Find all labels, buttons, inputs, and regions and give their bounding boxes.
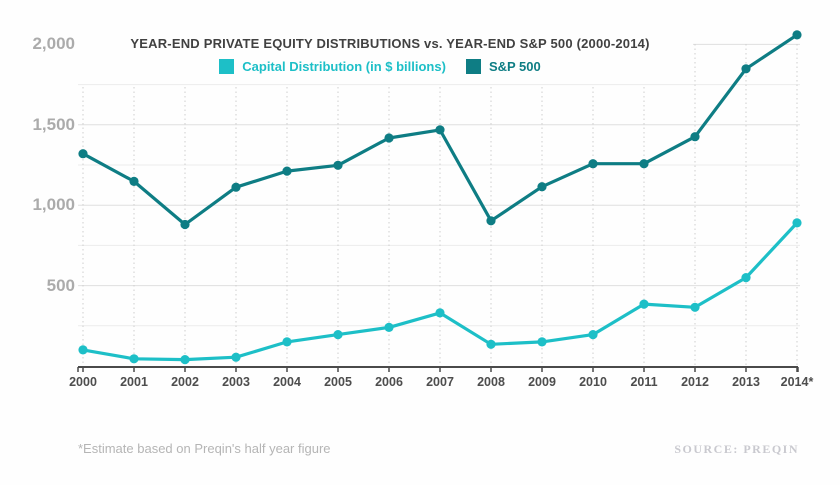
data-point-capital-distribution-in-billions-2013 [741, 273, 751, 283]
x-axis-label: 2007 [426, 375, 454, 389]
data-point-s-p-500-2004 [282, 166, 292, 176]
legend-item-s-p-500: S&P 500 [465, 58, 541, 74]
data-point-capital-distribution-in-billions-2005 [333, 330, 343, 340]
x-axis-label: 2005 [324, 375, 352, 389]
data-point-capital-distribution-in-billions-2006 [384, 322, 394, 332]
y-axis-label: 1,500 [32, 114, 75, 134]
x-axis-label: 2008 [477, 375, 505, 389]
data-point-capital-distribution-in-billions-2004 [282, 337, 292, 347]
x-axis-label: 2010 [579, 375, 607, 389]
chart-legend: Capital Distribution (in $ billions) S&P … [0, 57, 760, 75]
data-point-capital-distribution-in-billions-2000 [78, 345, 88, 355]
data-point-s-p-500-2006 [384, 133, 394, 143]
data-point-capital-distribution-in-billions-2007 [435, 308, 445, 318]
x-axis-label: 2003 [222, 375, 250, 389]
data-point-s-p-500-2005 [333, 160, 343, 170]
x-axis-label: 2000 [69, 375, 97, 389]
x-axis-label: 2014* [780, 375, 814, 389]
data-point-capital-distribution-in-billions-2003 [231, 352, 241, 362]
x-axis-label: 2004 [273, 375, 301, 389]
x-axis-label: 2012 [681, 375, 709, 389]
data-point-capital-distribution-in-billions-2002 [180, 355, 190, 365]
legend-label-s-p-500: S&P 500 [488, 58, 541, 74]
x-axis-label: 2001 [120, 375, 148, 389]
data-point-s-p-500-2001 [129, 176, 139, 186]
data-point-s-p-500-2010 [588, 159, 598, 169]
x-axis-label: 2009 [528, 375, 556, 389]
x-axis-label: 2011 [630, 375, 658, 389]
data-point-s-p-500-2013 [741, 64, 751, 74]
data-point-s-p-500-2007 [435, 125, 445, 135]
y-axis-label: 1,000 [32, 195, 75, 215]
data-point-s-p-500-2008 [486, 216, 496, 226]
data-point-s-p-500-2002 [180, 219, 190, 230]
x-axis-label: 2006 [375, 375, 403, 389]
data-point-capital-distribution-in-billions-2011 [639, 299, 649, 309]
data-point-s-p-500-2011 [639, 159, 649, 169]
source-credit: SOURCE: PREQIN [674, 442, 799, 456]
data-point-s-p-500-2014 [792, 30, 802, 40]
footnote: *Estimate based on Preqin's half year fi… [78, 441, 331, 456]
data-point-capital-distribution-in-billions-2014 [792, 218, 802, 228]
data-point-s-p-500-2009 [537, 182, 547, 192]
data-point-capital-distribution-in-billions-2008 [486, 339, 496, 349]
data-point-s-p-500-2012 [690, 132, 700, 142]
data-point-capital-distribution-in-billions-2010 [588, 330, 598, 340]
data-point-capital-distribution-in-billions-2009 [537, 337, 547, 347]
legend-swatch-s-p-500 [465, 58, 481, 74]
chart-title: YEAR-END PRIVATE EQUITY DISTRIBUTIONS vs… [130, 36, 650, 51]
data-point-capital-distribution-in-billions-2012 [690, 302, 700, 312]
y-axis-label: 2,000 [32, 34, 75, 54]
legend-swatch-capital-distribution-in-billions [219, 58, 235, 74]
x-axis-label: 2002 [171, 375, 199, 389]
data-point-s-p-500-2003 [231, 182, 241, 192]
data-point-s-p-500-2000 [78, 149, 88, 159]
x-axis-label: 2013 [732, 375, 760, 389]
legend-label-capital-distribution-in-billions: Capital Distribution (in $ billions) [242, 58, 446, 74]
data-point-capital-distribution-in-billions-2001 [129, 354, 139, 364]
legend-item-capital-distribution-in-billions: Capital Distribution (in $ billions) [219, 58, 446, 74]
y-axis-label: 500 [46, 275, 75, 295]
